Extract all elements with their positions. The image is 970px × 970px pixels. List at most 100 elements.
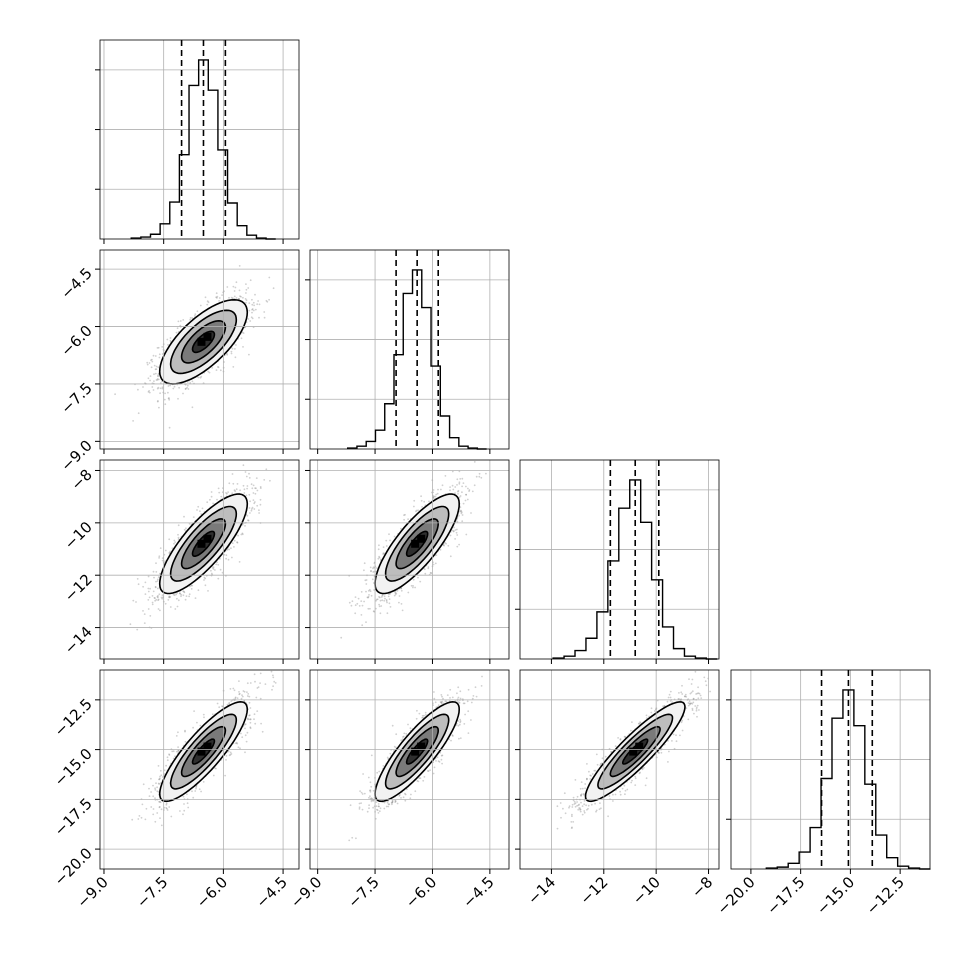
scatter-point (161, 597, 164, 600)
scatter-point (251, 308, 254, 310)
scatter-point (167, 385, 170, 387)
scatter-point (379, 612, 382, 615)
scatter-point (245, 283, 247, 285)
scatter-point (454, 538, 456, 540)
scatter-point (132, 420, 135, 422)
scatter-point (217, 366, 219, 368)
scatter-point (154, 368, 157, 371)
scatter-point (237, 534, 240, 537)
scatter-point (158, 356, 161, 359)
scatter-point (234, 356, 237, 359)
scatter-point (173, 385, 176, 388)
scatter-point (420, 499, 423, 502)
scatter-point (179, 592, 182, 595)
scatter-point (186, 386, 188, 389)
scatter-point (177, 599, 180, 602)
panel-frame (519, 459, 720, 660)
contour-line (180, 319, 227, 364)
scatter-point (177, 538, 180, 541)
contour-line (180, 518, 227, 570)
scatter-point (395, 592, 398, 595)
scatter-point (206, 300, 209, 303)
x-tick-label: −17.5 (763, 873, 808, 918)
scatter-point (258, 512, 260, 514)
scatter-point (159, 387, 162, 390)
scatter-point (265, 299, 268, 302)
scatter-point (378, 605, 381, 608)
scatter-point (239, 489, 242, 492)
scatter-point (148, 390, 151, 392)
scatter-point (218, 491, 221, 494)
scatter-point (146, 361, 149, 364)
panel-frame (99, 39, 300, 240)
scatter-point (251, 308, 254, 311)
scatter-point (366, 596, 369, 599)
scatter-point (161, 387, 164, 390)
scatter-point (151, 595, 154, 597)
scatter-point (444, 475, 447, 477)
scatter-point (412, 586, 414, 589)
scatter-point (435, 554, 438, 556)
scatter-point (178, 592, 181, 595)
scatter-point (137, 388, 139, 391)
scatter-point (253, 502, 256, 505)
scatter-point (188, 593, 191, 596)
scatter-point (467, 487, 469, 490)
scatter-point (372, 571, 375, 573)
scatter-point (174, 608, 177, 610)
y-tick-label: −9.0 (57, 436, 95, 474)
scatter-point (433, 495, 435, 498)
scatter-point (248, 507, 251, 509)
scatter-point (147, 377, 150, 380)
scatter-point (203, 576, 206, 579)
scatter-point (433, 497, 435, 500)
x-tick-label: −15.0 (813, 873, 858, 918)
scatter-point (259, 503, 262, 506)
scatter-point (459, 506, 462, 509)
panel-frame (309, 249, 510, 450)
scatter-point (231, 473, 234, 475)
scatter-point (149, 587, 152, 590)
scatter-point (360, 600, 363, 602)
scatter-point (199, 376, 202, 379)
y-tick-label: −14 (61, 623, 96, 658)
scatter-point (142, 386, 144, 388)
scatter-point (190, 588, 193, 590)
scatter-point (168, 595, 171, 598)
scatter-point (254, 492, 257, 495)
scatter-point (149, 375, 152, 377)
scatter-point (156, 347, 159, 349)
scatter-point (258, 316, 260, 319)
scatter-point (210, 569, 212, 572)
scatter-point (465, 493, 467, 496)
scatter-point (382, 546, 385, 548)
scatter-point (157, 595, 159, 597)
scatter-point (404, 513, 406, 516)
scatter-point (376, 598, 379, 601)
scatter-point (456, 534, 459, 536)
scatter-point (457, 493, 459, 495)
scatter-point (218, 297, 221, 299)
scatter-point (225, 557, 228, 560)
scatter-point (460, 509, 462, 512)
histogram-panel-0 (95, 39, 300, 244)
scatter-point (151, 601, 154, 604)
scatter-point (236, 541, 239, 544)
scatter-point (169, 596, 172, 598)
scatter-point (385, 599, 388, 601)
scatter-point (354, 604, 357, 607)
scatter-point (361, 604, 364, 607)
scatter-point (400, 589, 403, 592)
scatter-point (242, 296, 244, 299)
scatter-point (153, 576, 155, 579)
scatter-point (407, 591, 410, 594)
scatter-point (154, 372, 157, 375)
panel-frame (99, 249, 300, 450)
scatter-point (183, 591, 186, 594)
scatter-point (184, 383, 187, 386)
scatter-point (456, 528, 458, 531)
histogram-step (765, 689, 931, 870)
scatter-point (186, 384, 189, 387)
scatter-point (248, 477, 251, 479)
scatter-point (443, 544, 445, 547)
